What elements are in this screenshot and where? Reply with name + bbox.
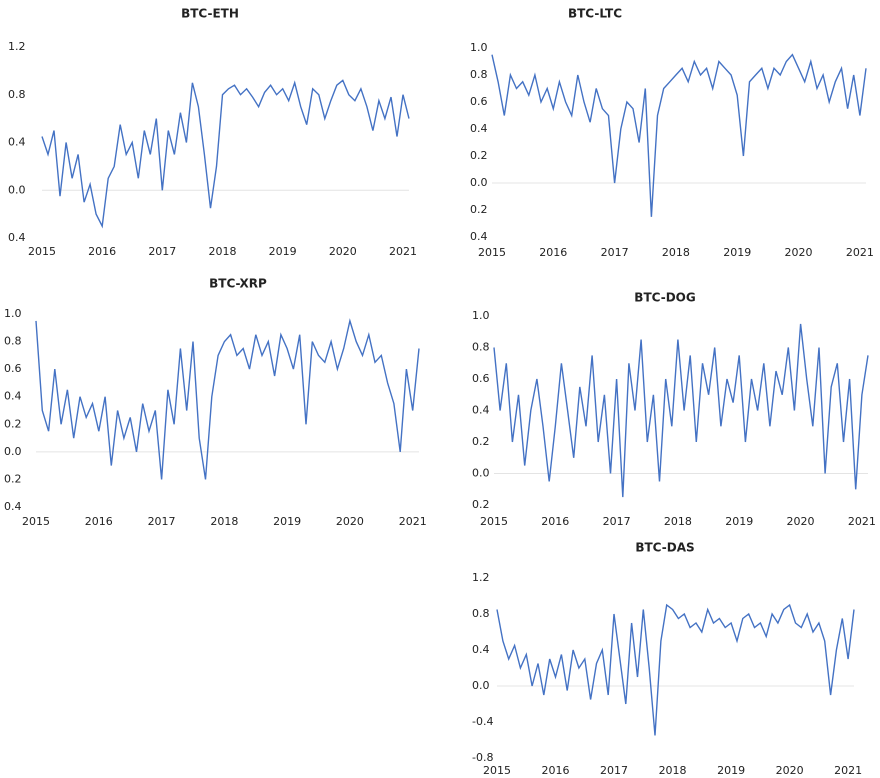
chart-title: BTC-ETH: [181, 7, 239, 21]
x-tick-label: 2019: [269, 245, 297, 258]
x-tick-label: 2018: [664, 515, 692, 528]
x-tick-label: 2021: [399, 515, 427, 528]
data-line: [494, 324, 868, 497]
x-tick-label: 2016: [541, 515, 569, 528]
data-line: [492, 55, 866, 217]
x-tick-label: 2016: [542, 764, 570, 777]
y-tick-label: 1.0: [470, 41, 488, 54]
x-tick-label: 2021: [389, 245, 417, 258]
x-tick-label: 2020: [785, 246, 813, 259]
x-tick-label: 2019: [725, 515, 753, 528]
y-tick-label: 0.2: [470, 149, 488, 162]
y-tick-label: 0.0: [8, 183, 26, 196]
x-tick-label: 2015: [478, 246, 506, 259]
x-tick-label: 2017: [148, 245, 176, 258]
x-tick-label: 2015: [480, 515, 508, 528]
charts-figure: BTC-ETH1.20.80.40.00.4201520162017201820…: [0, 0, 880, 778]
x-tick-label: 2018: [662, 246, 690, 259]
y-tick-label: 0.2: [4, 472, 22, 485]
x-tick-label: 2019: [273, 515, 301, 528]
x-tick-label: 2019: [723, 246, 751, 259]
x-tick-label: 2015: [22, 515, 50, 528]
chart-title: BTC-DOG: [634, 291, 695, 305]
x-tick-label: 2021: [846, 246, 874, 259]
y-tick-label: 0.4: [470, 230, 488, 243]
y-tick-label: 0.8: [470, 68, 488, 81]
y-tick-label: 0.8: [8, 88, 26, 101]
y-tick-label: 0.0: [472, 679, 490, 692]
data-line: [497, 605, 854, 736]
x-tick-label: 2017: [603, 515, 631, 528]
x-tick-label: 2018: [659, 764, 687, 777]
y-tick-label: 0.4: [8, 136, 26, 149]
y-tick-label: 0.4: [470, 122, 488, 135]
y-tick-label: 0.4: [472, 404, 490, 417]
x-tick-label: 2020: [787, 515, 815, 528]
chart-title: BTC-DAS: [635, 541, 694, 555]
y-tick-label: 0.0: [470, 176, 488, 189]
y-tick-label: 0.0: [4, 445, 22, 458]
y-tick-label: -0.8: [472, 751, 493, 764]
x-tick-label: 2016: [539, 246, 567, 259]
chart-title: BTC-XRP: [209, 277, 267, 291]
x-tick-label: 2019: [717, 764, 745, 777]
y-tick-label: 0.8: [4, 335, 22, 348]
x-tick-label: 2020: [776, 764, 804, 777]
x-tick-label: 2018: [208, 245, 236, 258]
data-line: [42, 80, 409, 226]
x-tick-label: 2016: [88, 245, 116, 258]
y-tick-label: 0.6: [472, 372, 490, 385]
y-tick-label: 0.4: [8, 231, 26, 244]
chart-title: BTC-LTC: [568, 7, 622, 21]
y-tick-label: 0.4: [4, 390, 22, 403]
x-tick-label: 2015: [483, 764, 511, 777]
y-tick-label: 0.4: [4, 500, 22, 513]
x-tick-label: 2017: [148, 515, 176, 528]
x-tick-label: 2021: [848, 515, 876, 528]
y-tick-label: 1.0: [472, 309, 490, 322]
y-tick-label: 1.2: [472, 571, 490, 584]
y-tick-label: 0.8: [472, 607, 490, 620]
y-tick-label: -0.4: [472, 715, 493, 728]
y-tick-label: 0.0: [472, 467, 490, 480]
y-tick-label: 0.4: [472, 643, 490, 656]
x-tick-label: 2015: [28, 245, 56, 258]
x-tick-label: 2017: [600, 764, 628, 777]
x-tick-label: 2021: [834, 764, 862, 777]
y-tick-label: 0.2: [472, 435, 490, 448]
y-tick-label: 1.0: [4, 307, 22, 320]
y-tick-label: 0.2: [470, 203, 488, 216]
x-tick-label: 2018: [210, 515, 238, 528]
data-line: [36, 321, 419, 480]
y-tick-label: 0.6: [470, 95, 488, 108]
x-tick-label: 2016: [85, 515, 113, 528]
x-tick-label: 2020: [329, 245, 357, 258]
y-tick-label: 0.2: [4, 417, 22, 430]
x-tick-label: 2017: [601, 246, 629, 259]
x-tick-label: 2020: [336, 515, 364, 528]
y-tick-label: 0.8: [472, 341, 490, 354]
y-tick-label: 0.6: [4, 362, 22, 375]
y-tick-label: 1.2: [8, 40, 26, 53]
y-tick-label: 0.2: [472, 498, 490, 511]
